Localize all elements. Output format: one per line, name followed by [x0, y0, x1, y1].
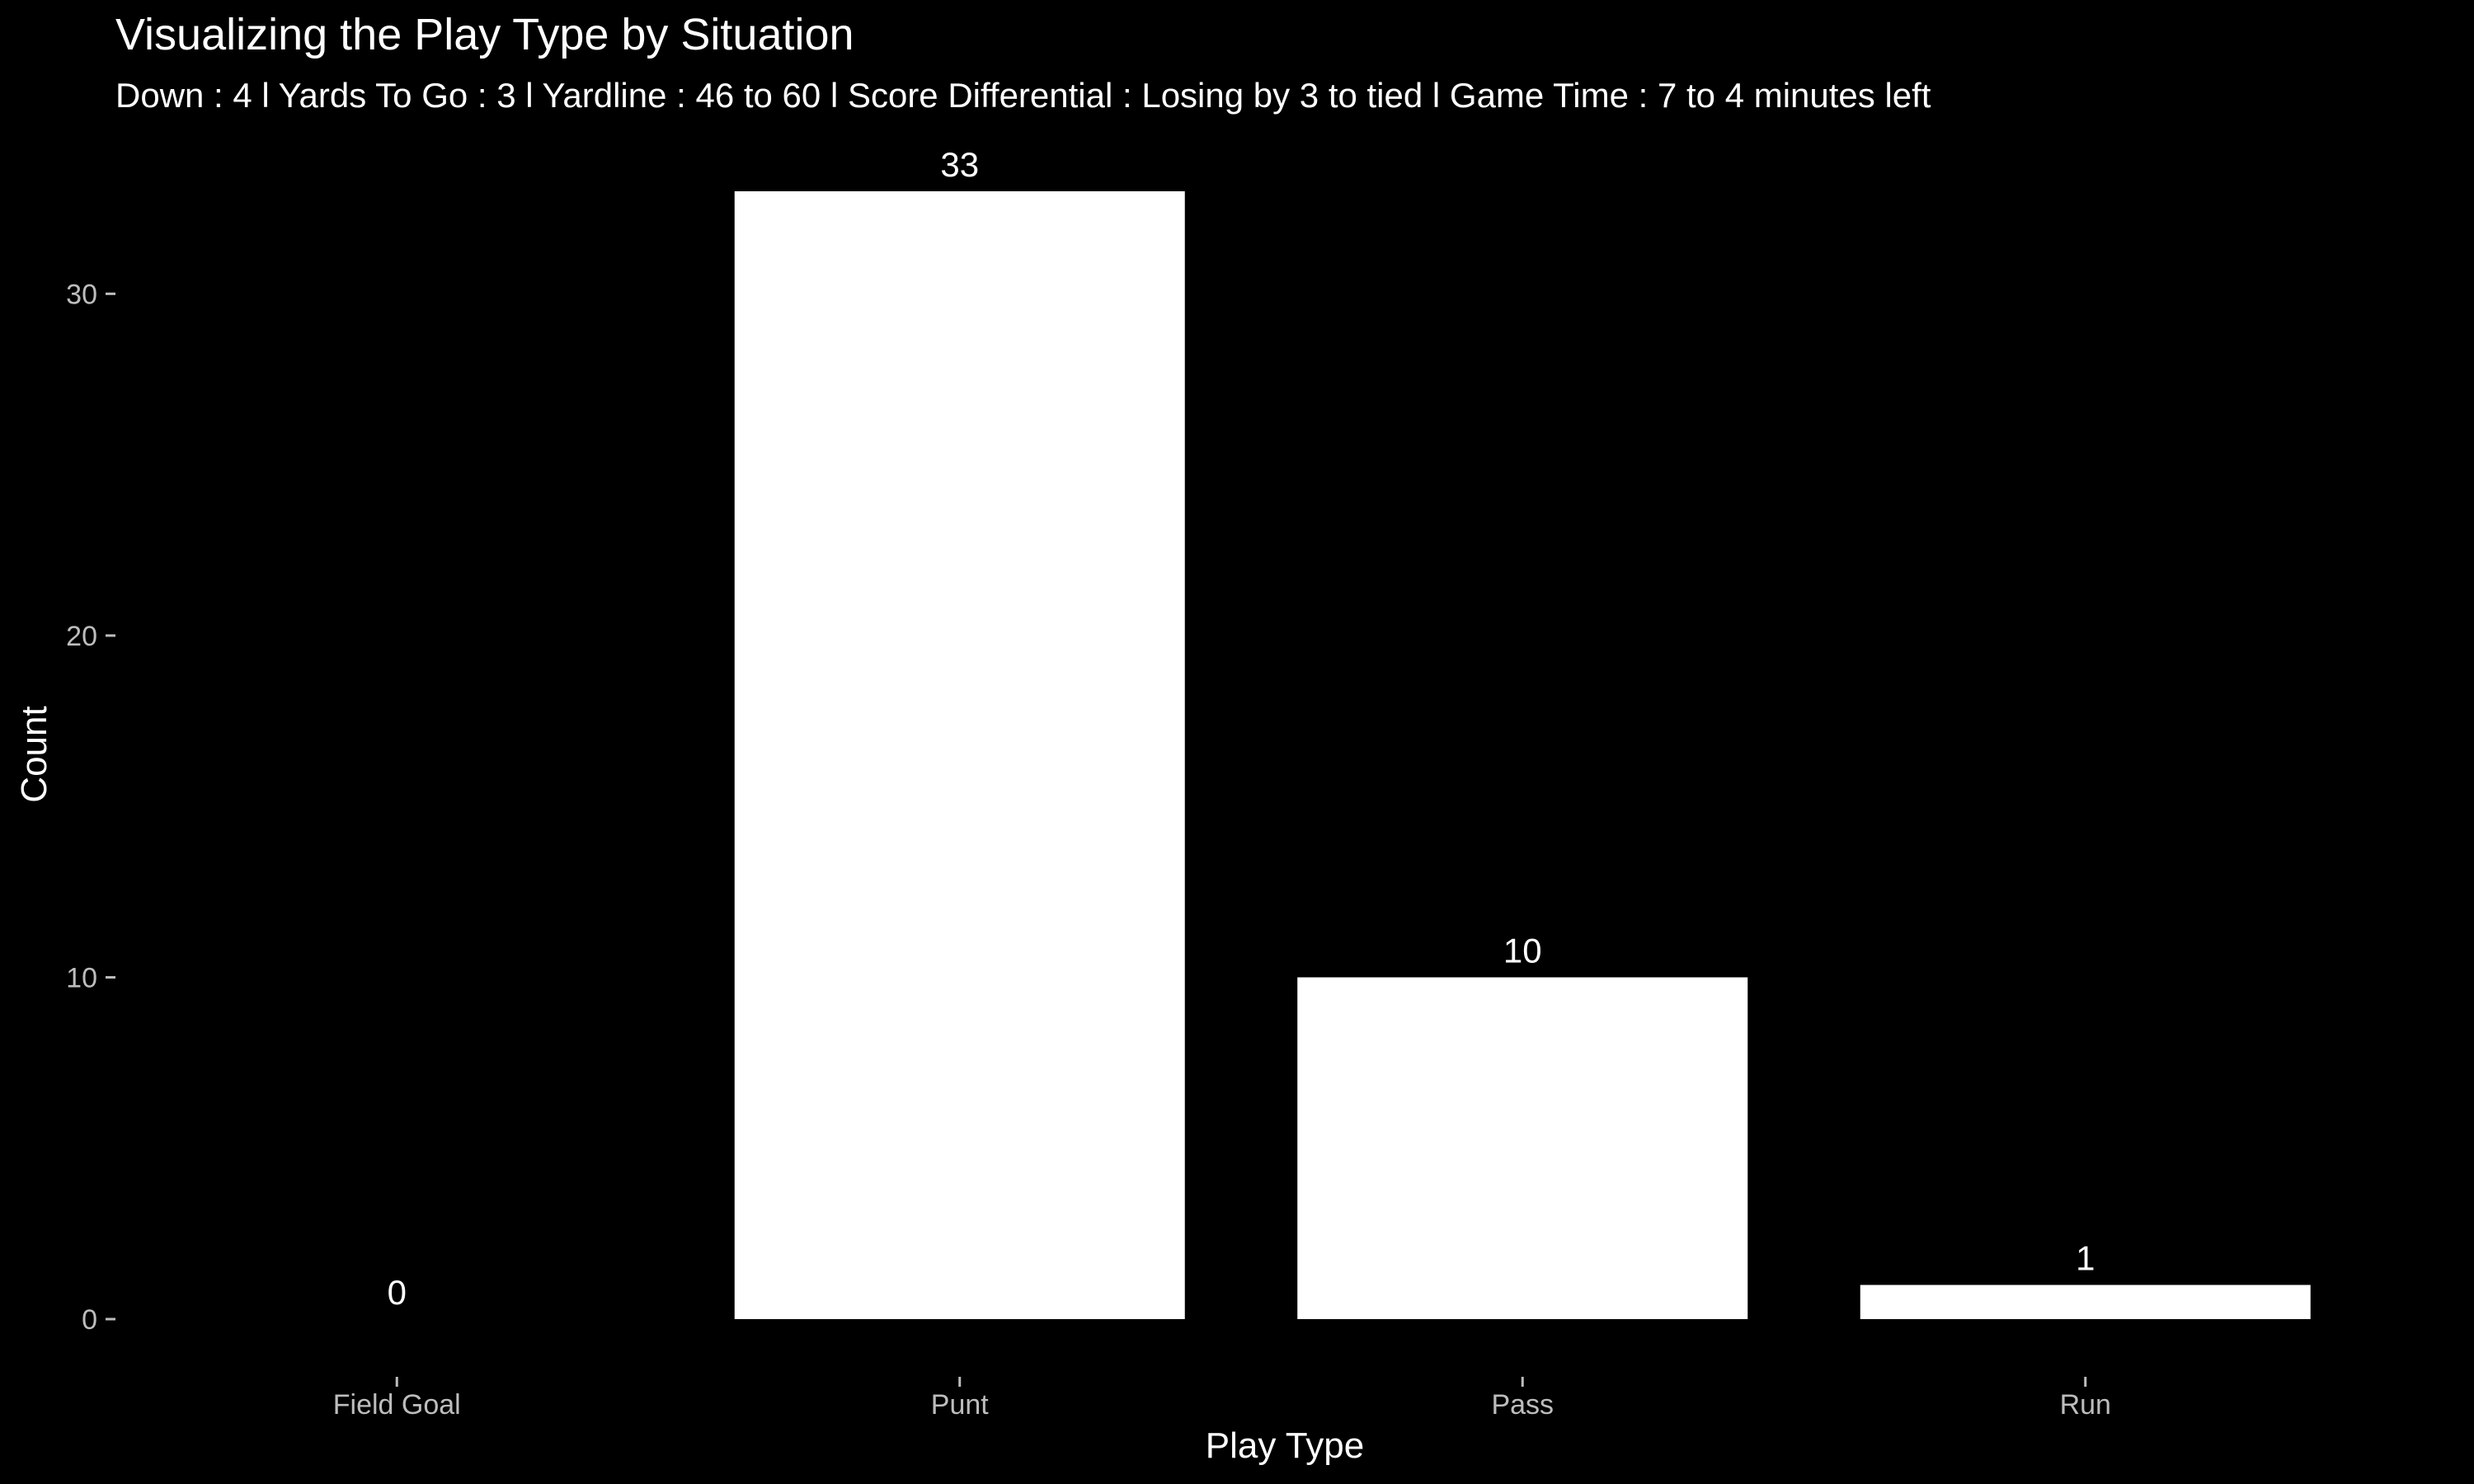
y-tick-label: 20 [66, 621, 97, 652]
data-label: 10 [1503, 931, 1542, 970]
x-tick-label: Run [2060, 1389, 2111, 1421]
x-tick-label: Punt [931, 1389, 989, 1421]
y-tick-label: 10 [66, 962, 97, 993]
y-axis-title: Count [14, 706, 54, 802]
x-tick-label: Pass [1491, 1389, 1554, 1421]
data-label: 33 [940, 145, 979, 184]
bar-run [1860, 1284, 2311, 1319]
bars [734, 191, 2311, 1319]
data-label: 0 [388, 1273, 407, 1312]
chart-title: Visualizing the Play Type by Situation [115, 10, 854, 59]
y-tick-label: 30 [66, 279, 97, 310]
bar-punt [734, 191, 1185, 1319]
bar-pass [1297, 977, 1748, 1319]
y-axis: 0 10 20 30 [66, 279, 115, 1336]
x-axis-title: Play Type [1206, 1425, 1364, 1466]
y-tick-label: 0 [82, 1304, 97, 1336]
chart-subtitle: Down : 4 l Yards To Go : 3 l Yardline : … [115, 76, 1931, 115]
x-tick-label: Field Goal [333, 1389, 461, 1421]
data-label: 1 [2076, 1239, 2095, 1278]
data-labels: 0 33 10 1 [388, 145, 2095, 1312]
x-axis: Field Goal Punt Pass Run [333, 1377, 2111, 1421]
